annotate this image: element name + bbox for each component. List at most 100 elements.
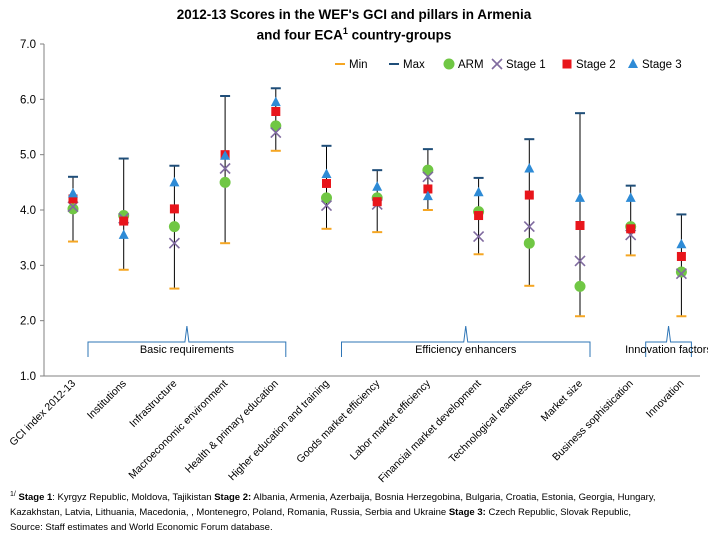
legend-marker-b xyxy=(491,58,503,70)
point-stage-1-b xyxy=(523,221,535,233)
group-label: Basic requirements xyxy=(140,344,235,356)
point-arm xyxy=(675,266,687,278)
footnote-stage2-label: Stage 2: xyxy=(214,492,252,504)
y-tick-label: 4.0 xyxy=(20,205,36,217)
legend-label: Max xyxy=(403,59,425,71)
y-tick-label: 6.0 xyxy=(20,94,36,106)
x-category-label: Macroeconomic environment xyxy=(126,378,230,482)
point-stage-1 xyxy=(675,268,687,280)
point-stage-1-b xyxy=(473,230,485,243)
point-stage-1 xyxy=(574,255,586,267)
point-arm xyxy=(270,120,282,132)
point-stage-1 xyxy=(422,171,434,183)
point-stage-1 xyxy=(168,237,180,249)
point-stage-1-b xyxy=(422,171,434,183)
point-stage-2 xyxy=(169,204,179,214)
point-stage-3 xyxy=(118,229,129,239)
x-category-label: Health & primary education xyxy=(183,378,281,476)
point-stage-2 xyxy=(676,251,686,261)
legend-marker xyxy=(443,58,455,70)
x-category-label: Higher education and training xyxy=(226,378,332,484)
y-tick-label: 7.0 xyxy=(20,39,36,51)
chart-title-sup: 1 xyxy=(342,26,348,36)
point-stage-1 xyxy=(219,162,231,175)
legend-label: Stage 3 xyxy=(642,59,682,71)
footnote-source: Source: Staff estimates and World Econom… xyxy=(10,522,273,534)
footnote-stage1-text: : Kyrgyz Republic, Moldova, Tajikistan xyxy=(52,492,215,504)
point-stage-3 xyxy=(575,192,585,202)
point-stage-2 xyxy=(119,216,129,226)
x-category-label: Infrastructure xyxy=(127,378,179,430)
point-stage-1-b xyxy=(320,200,333,212)
chart-title-line2: and four ECA1 country-groups xyxy=(0,23,708,44)
point-stage-3 xyxy=(68,187,78,198)
point-stage-2 xyxy=(626,224,636,234)
point-stage-1 xyxy=(320,200,333,212)
group-bracket xyxy=(341,325,591,357)
chart-title-line2-post: country-groups xyxy=(347,27,452,43)
point-arm xyxy=(168,221,180,233)
point-arm xyxy=(321,192,332,204)
chart-title: 2012-13 Scores in the WEF's GCI and pill… xyxy=(0,6,708,44)
footnote-stage2-text-cont: Kazakhstan, Latvia, Lithuania, Macedonia… xyxy=(10,507,449,519)
y-tick-label: 1.0 xyxy=(20,371,36,383)
footnote-stage3-text: Czech Republic, Slovak Republic, xyxy=(485,507,632,519)
group-label: Innovation factors xyxy=(625,344,708,356)
group-bracket xyxy=(645,325,692,357)
point-stage-1-b xyxy=(270,126,282,139)
legend-marker xyxy=(491,58,503,70)
point-stage-3 xyxy=(270,96,281,107)
point-stage-2 xyxy=(575,220,585,230)
point-stage-1-b xyxy=(219,162,231,175)
point-stage-3 xyxy=(169,176,180,187)
point-arm xyxy=(219,176,231,188)
point-arm xyxy=(422,164,434,176)
point-stage-3 xyxy=(625,192,636,202)
y-tick-label: 5.0 xyxy=(20,150,36,162)
footnote-sup: 1/ xyxy=(10,491,16,498)
x-category-label: Market size xyxy=(539,378,586,425)
point-stage-2 xyxy=(372,197,382,207)
point-stage-3 xyxy=(220,150,231,160)
point-arm xyxy=(523,237,535,249)
point-stage-1 xyxy=(523,221,535,233)
x-category-label: Institutions xyxy=(85,378,129,422)
legend-label: ARM xyxy=(458,59,484,71)
point-stage-3 xyxy=(473,186,484,197)
point-arm xyxy=(574,280,586,292)
footnote-stage1-label: Stage 1 xyxy=(18,492,53,504)
point-stage-3 xyxy=(676,238,687,249)
point-stage-1-b xyxy=(574,255,586,267)
x-category-label: Financial market development xyxy=(376,378,484,486)
x-category-label: Goods market efficiency xyxy=(294,377,383,466)
point-stage-1-b xyxy=(168,237,180,249)
y-tick-label: 3.0 xyxy=(20,260,36,272)
legend-marker xyxy=(562,59,572,69)
point-stage-2 xyxy=(322,178,331,188)
point-stage-1-b xyxy=(675,268,687,280)
group-label: Efficiency enhancers xyxy=(415,344,517,356)
x-category-label: Innovation xyxy=(644,378,687,421)
point-stage-1 xyxy=(270,126,282,139)
legend-label: Stage 2 xyxy=(576,59,616,71)
footnote-line2: Kazakhstan, Latvia, Lithuania, Macedonia… xyxy=(10,505,705,520)
point-stage-3 xyxy=(422,190,433,201)
point-stage-3 xyxy=(372,181,383,191)
point-stage-1 xyxy=(473,230,485,243)
point-stage-2 xyxy=(524,190,534,200)
footnote-line1: 1/ Stage 1: Kyrgyz Republic, Moldova, Ta… xyxy=(10,487,705,505)
point-stage-2 xyxy=(474,211,484,221)
group-bracket xyxy=(87,325,287,357)
point-arm xyxy=(67,203,79,215)
point-stage-2 xyxy=(271,107,281,117)
legend-marker xyxy=(628,58,638,68)
chart-title-line2-pre: and four ECA xyxy=(256,27,343,43)
x-category-label: Technological readiness xyxy=(447,378,535,466)
footnote-stage3-label: Stage 3: xyxy=(448,507,486,519)
legend-label: Stage 1 xyxy=(506,59,546,71)
footnote: 1/ Stage 1: Kyrgyz Republic, Moldova, Ta… xyxy=(10,487,705,535)
point-stage-2 xyxy=(68,194,78,204)
x-category-label: GCI index 2012-13 xyxy=(7,378,78,449)
footnote-stage2-text: Albania, Armenia, Azerbaija, Bosnia Herz… xyxy=(251,492,656,504)
